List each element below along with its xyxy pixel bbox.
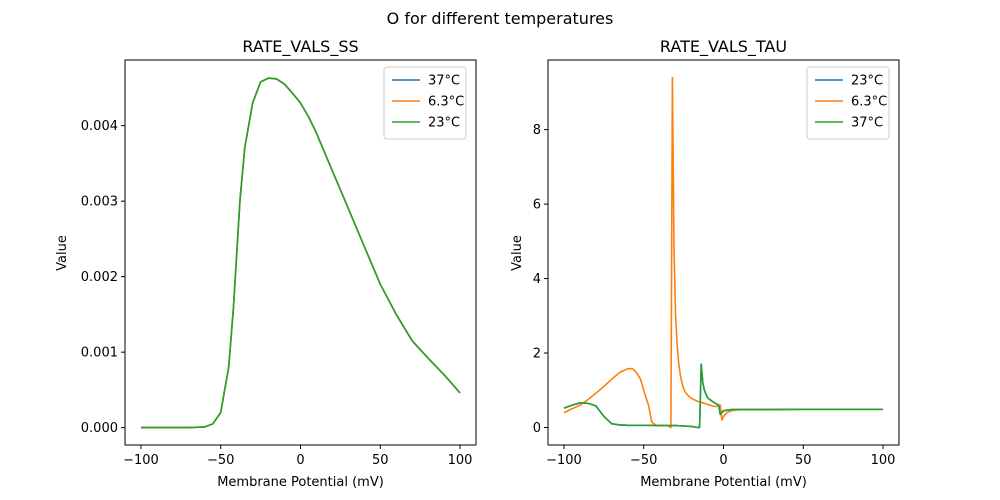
x-axis-label-tau: Membrane Potential (mV) xyxy=(640,475,807,490)
series-line-tau-1 xyxy=(563,76,883,429)
plot-area-tau: −100 −50 0 50 100 0 2 4 6 8 23°C 6.3°C 37°C xyxy=(533,59,900,468)
subplot-title-tau: RATE_VALS_TAU xyxy=(660,37,787,57)
legend-label: 23°C xyxy=(851,74,883,89)
legend-label: 23°C xyxy=(428,116,460,131)
x-tick-label: 0 xyxy=(296,453,304,468)
series-line-ss-2 xyxy=(141,77,461,429)
y-tick-label: 0.001 xyxy=(81,346,118,361)
subplot-title-ss: RATE_VALS_SS xyxy=(242,37,358,57)
legend-box xyxy=(806,66,890,140)
legend-label: 6.3°C xyxy=(428,95,464,110)
x-tick-label: 100 xyxy=(871,453,896,468)
legend-label: 37°C xyxy=(851,116,883,131)
legend-ss: 37°C 6.3°C 23°C xyxy=(383,66,467,140)
y-tick-label: 0.003 xyxy=(81,195,118,210)
y-axis-label-ss: Value xyxy=(55,235,70,271)
figure-suptitle: O for different temperatures xyxy=(387,9,614,28)
plot-area-ss: −100 −50 0 50 100 0.000 0.001 0.002 0.003 0.004 37… xyxy=(81,59,477,468)
legend-tau: 23°C 6.3°C 37°C xyxy=(806,66,890,140)
x-tick-label: 0 xyxy=(719,453,727,468)
y-tick-label: 6 xyxy=(533,198,541,213)
y-tick-label: 0 xyxy=(533,421,541,436)
y-tick-label: 0.002 xyxy=(81,270,118,285)
legend-box xyxy=(383,66,467,140)
x-tick-label: −100 xyxy=(123,453,159,468)
y-tick-label: 0.004 xyxy=(81,119,118,134)
series-line-tau-2 xyxy=(563,363,883,429)
y-tick-label: 4 xyxy=(533,272,541,287)
x-tick-label: −50 xyxy=(207,453,234,468)
x-tick-label: 100 xyxy=(448,453,473,468)
y-tick-label: 2 xyxy=(533,347,541,362)
y-tick-label: 8 xyxy=(533,123,541,138)
legend-label: 6.3°C xyxy=(851,95,887,110)
legend-label: 37°C xyxy=(428,74,460,89)
subplot-rate-vals-ss: RATE_VALS_SS Membrane Potential (mV) Val… xyxy=(55,37,477,490)
x-axis-label-ss: Membrane Potential (mV) xyxy=(217,475,384,490)
x-tick-label: −100 xyxy=(546,453,582,468)
y-axis-label-tau: Value xyxy=(510,235,525,271)
x-tick-label: −50 xyxy=(630,453,657,468)
x-tick-label: 50 xyxy=(372,453,389,468)
y-tick-label: 0.000 xyxy=(81,421,118,436)
subplot-rate-vals-tau: RATE_VALS_TAU Membrane Potential (mV) Va… xyxy=(510,37,900,490)
x-tick-label: 50 xyxy=(795,453,812,468)
